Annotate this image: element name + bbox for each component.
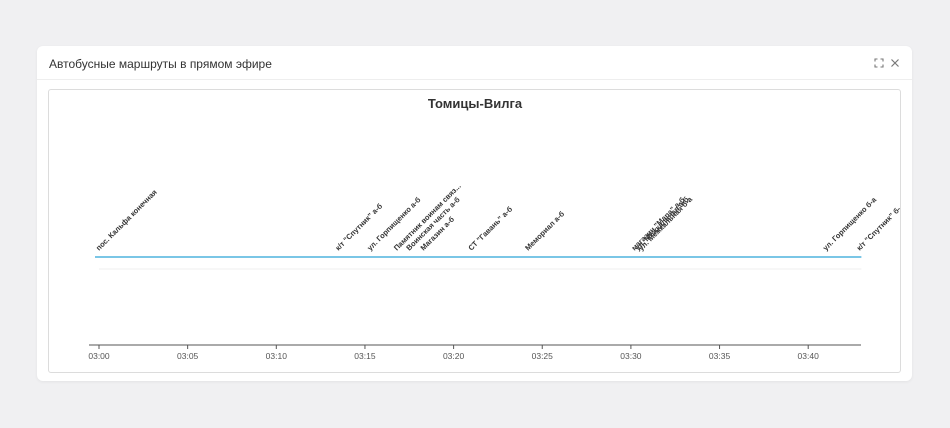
stop-label: ул. Межкальная б-а [637, 194, 695, 252]
stop-label: ул. Горпищенко б-а [821, 195, 879, 253]
x-tick-label: 03:40 [798, 351, 820, 361]
close-icon[interactable] [888, 56, 902, 70]
expand-icon[interactable] [872, 56, 886, 70]
dialog-header: Автобусные маршруты в прямом эфире [37, 46, 912, 80]
x-tick-label: 03:20 [443, 351, 465, 361]
x-tick-label: 03:25 [532, 351, 554, 361]
x-tick-label: 03:15 [354, 351, 376, 361]
route-timeline-chart: Томицы-Вилга пос. Кальфа конечная к/т "Сп… [88, 96, 900, 361]
x-tick-label: 03:10 [266, 351, 288, 361]
stop-label: Мемориал а-б [523, 209, 566, 252]
chart-container: Томицы-Вилга пос. Кальфа конечная к/т "Сп… [48, 89, 901, 373]
x-tick-label: 03:05 [177, 351, 199, 361]
dialog-title: Автобусные маршруты в прямом эфире [49, 57, 272, 71]
stop-label: пос. Кальфа конечная [94, 188, 159, 253]
live-routes-dialog: Автобусные маршруты в прямом эфире Томиц… [37, 46, 912, 381]
x-tick-label: 03:35 [709, 351, 731, 361]
x-tick-label: 03:00 [88, 351, 110, 361]
stop-label: СТ "Гавань" а-б [466, 204, 514, 252]
x-tick-label: 03:30 [620, 351, 642, 361]
chart-title: Томицы-Вилга [428, 96, 523, 111]
